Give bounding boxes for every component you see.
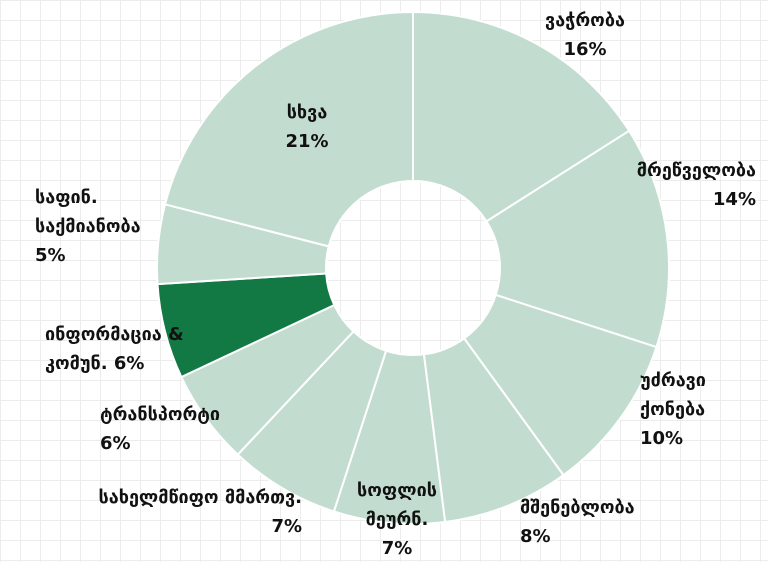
slice-label: ინფორმაცია & კომუნ. 6% bbox=[45, 320, 245, 378]
slice-label: მშენებლობა 8% bbox=[520, 493, 720, 551]
category-label: სოფლის მეურნ. bbox=[357, 480, 437, 530]
value-label: 7% bbox=[271, 516, 302, 537]
slice bbox=[485, 129, 670, 349]
value-label: 14% bbox=[712, 189, 756, 210]
category-label: სხვა bbox=[286, 102, 328, 123]
value-label: 6% bbox=[100, 433, 131, 454]
slice bbox=[412, 10, 631, 223]
slice bbox=[163, 10, 414, 248]
value-label: 6% bbox=[113, 353, 145, 374]
slice-label: ტრანსპორტი 6% bbox=[100, 400, 280, 458]
category-label: ვაჭრობა bbox=[545, 10, 625, 31]
slice-label: ვაჭრობა 16% bbox=[520, 6, 650, 64]
category-label: ტრანსპორტი bbox=[100, 404, 221, 425]
category-label: საფინ. საქმიანობა bbox=[35, 187, 141, 237]
slice bbox=[462, 293, 658, 477]
slice-label: სოფლის მეურნ. 7% bbox=[340, 476, 454, 562]
category-label: მშენებლობა bbox=[520, 497, 635, 518]
value-label: 7% bbox=[381, 538, 413, 559]
category-label: მრეწველობა bbox=[636, 160, 756, 181]
value-label: 21% bbox=[285, 131, 329, 152]
slice-label: სხვა 21% bbox=[250, 98, 364, 156]
value-label: 8% bbox=[520, 526, 551, 547]
slice-label: სახელმწიფო მმართვ. 7% bbox=[10, 483, 302, 541]
slice-label: საფინ. საქმიანობა 5% bbox=[35, 183, 195, 270]
value-label: 10% bbox=[640, 428, 684, 449]
value-label: 5% bbox=[35, 245, 66, 266]
category-label: სახელმწიფო მმართვ. bbox=[98, 487, 302, 508]
category-label: ინფორმაცია & კომუნ. bbox=[45, 324, 184, 374]
value-label: 16% bbox=[563, 39, 607, 60]
category-label: უძრავი ქონება bbox=[640, 370, 706, 420]
slice-label: მრეწველობა 14% bbox=[570, 156, 756, 214]
slice-label: უძრავი ქონება 10% bbox=[640, 366, 750, 453]
